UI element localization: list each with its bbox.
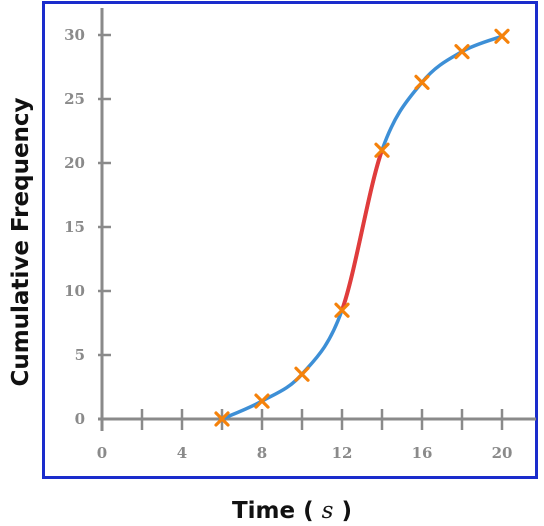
axes bbox=[98, 8, 536, 431]
marker-stroke bbox=[454, 44, 470, 60]
x-tick-label: 16 bbox=[412, 444, 433, 462]
curve bbox=[220, 34, 504, 421]
y-tick-label: 25 bbox=[64, 90, 85, 108]
x-tick-label: 12 bbox=[332, 444, 353, 462]
marker-stroke bbox=[374, 142, 390, 158]
marker-stroke bbox=[214, 411, 230, 427]
marker-stroke bbox=[334, 302, 350, 318]
x-axis-unit: s bbox=[322, 498, 334, 524]
x-tick-label: 20 bbox=[492, 444, 513, 462]
data-point-marker bbox=[334, 302, 350, 318]
marker-stroke bbox=[414, 74, 430, 90]
marker-stroke bbox=[254, 393, 270, 409]
y-tick-label: 0 bbox=[75, 410, 85, 428]
y-tick-label: 5 bbox=[75, 346, 85, 364]
y-axis-title: Cumulative Frequency bbox=[8, 97, 34, 386]
data-point-marker bbox=[214, 411, 230, 427]
chart-frame bbox=[42, 1, 538, 479]
data-point-marker bbox=[414, 74, 430, 90]
y-tick-label: 10 bbox=[64, 282, 85, 300]
tick-labels: 0 5 10 15 20 25 30 0 4 8 12 16 20 bbox=[64, 26, 512, 462]
x-axis-title-text: Time bbox=[232, 498, 295, 524]
y-tick-label: 20 bbox=[64, 154, 85, 172]
x-tick-label: 4 bbox=[177, 444, 187, 462]
x-tick-label: 8 bbox=[257, 444, 267, 462]
y-tick-label: 30 bbox=[64, 26, 85, 44]
y-tick-label: 15 bbox=[64, 218, 85, 236]
x-tick-label: 0 bbox=[97, 444, 107, 462]
marker-stroke bbox=[294, 366, 310, 382]
highlighted-segment bbox=[340, 148, 384, 313]
data-point-marker bbox=[494, 28, 510, 44]
data-point-marker bbox=[254, 393, 270, 409]
data-point-marker bbox=[454, 44, 470, 60]
x-axis-title: Time ( s ) bbox=[232, 498, 352, 524]
data-point-marker bbox=[294, 366, 310, 382]
markers bbox=[214, 28, 510, 427]
ticks bbox=[98, 33, 504, 430]
data-point-marker bbox=[374, 142, 390, 158]
marker-stroke bbox=[494, 28, 510, 44]
